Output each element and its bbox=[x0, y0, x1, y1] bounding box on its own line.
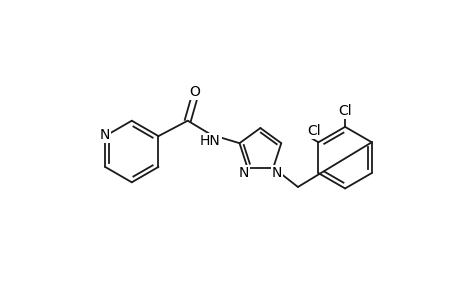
Text: HN: HN bbox=[199, 134, 220, 148]
Text: N: N bbox=[271, 166, 281, 180]
Text: Cl: Cl bbox=[307, 124, 320, 138]
Text: O: O bbox=[189, 85, 200, 99]
Text: Cl: Cl bbox=[337, 104, 351, 118]
Text: N: N bbox=[238, 166, 248, 180]
Text: N: N bbox=[99, 128, 109, 142]
